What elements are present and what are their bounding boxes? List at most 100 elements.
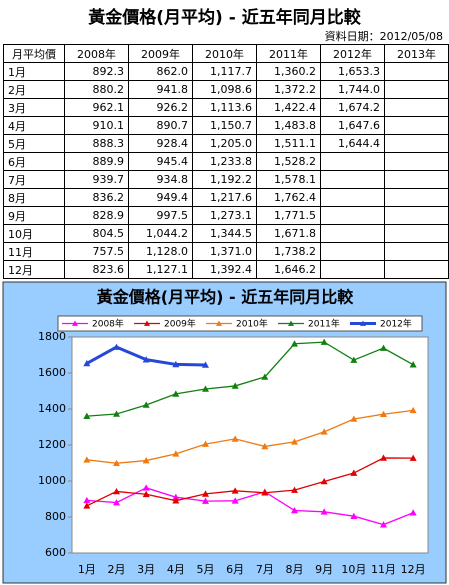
- x-tick-label: 4月: [167, 563, 185, 576]
- data-point: [113, 499, 120, 506]
- table-cell: [384, 62, 449, 81]
- table-cell: [384, 98, 449, 117]
- data-point: [83, 456, 91, 463]
- legend-label: 2011年: [308, 318, 340, 330]
- table-cell: 1,273.1: [192, 206, 257, 225]
- table-cell: 2009年: [128, 44, 193, 63]
- table-row: 4月 910.1 890.7 1,150.7 1,483.8 1,647.6: [3, 116, 449, 135]
- data-point: [320, 508, 328, 515]
- data-point: [320, 477, 328, 485]
- table-cell: 1月: [3, 62, 65, 81]
- table-row: 月平均價 2008年 2009年 2010年 2011年 2012年 2013年: [3, 44, 449, 63]
- table-cell: 962.1: [64, 98, 129, 117]
- table-cell: 1,744.0: [320, 80, 385, 99]
- table-cell: 10月: [3, 224, 65, 243]
- table-row: 8月 836.2 949.4 1,217.6 1,762.4: [3, 188, 449, 207]
- table-row: 1月 892.3 862.0 1,117.7 1,360.2 1,653.3: [3, 62, 449, 81]
- table-cell: 1,578.1: [256, 170, 321, 189]
- x-tick-label: 8月: [286, 563, 304, 576]
- y-tick-label: 600: [45, 546, 66, 559]
- data-point: [113, 487, 120, 495]
- table-cell: 2012年: [320, 44, 385, 63]
- data-point: [291, 486, 298, 493]
- table-cell: 1,127.1: [128, 260, 193, 279]
- table-cell: 9月: [3, 206, 65, 225]
- legend-label: 2008年: [92, 318, 124, 330]
- data-point: [83, 412, 91, 419]
- table-cell: 1,671.8: [256, 224, 321, 243]
- data-point: [409, 361, 417, 368]
- legend-marker: [360, 320, 366, 326]
- legend-label: 2009年: [164, 318, 196, 330]
- x-tick-label: 6月: [226, 563, 244, 576]
- data-point: [231, 487, 239, 494]
- legend-marker: [288, 320, 294, 326]
- data-point: [231, 435, 239, 442]
- data-point: [113, 343, 120, 350]
- table-cell: 2013年: [384, 44, 449, 63]
- data-point: [291, 438, 298, 445]
- data-point: [261, 489, 269, 496]
- table-cell: 2月: [3, 80, 65, 99]
- table-cell: 5月: [3, 134, 65, 153]
- legend-marker: [144, 320, 150, 326]
- data-point: [142, 457, 150, 464]
- table-cell: 1,511.1: [256, 134, 321, 153]
- data-date: 資料日期：2012/05/08: [324, 30, 443, 43]
- data-point: [142, 356, 150, 363]
- table-row: 11月 757.5 1,128.0 1,371.0 1,738.2: [3, 242, 449, 261]
- table-cell: [384, 188, 449, 207]
- data-point: [83, 502, 91, 509]
- x-tick-label: 9月: [315, 563, 333, 576]
- legend-label: 2010年: [236, 318, 268, 330]
- table-cell: 926.2: [128, 98, 193, 117]
- table-cell: 910.1: [64, 116, 129, 135]
- table-cell: [384, 80, 449, 99]
- legend-marker: [216, 320, 222, 326]
- data-point: [409, 406, 417, 414]
- table-cell: 934.8: [128, 170, 193, 189]
- table-cell: [320, 188, 385, 207]
- table-cell: [320, 260, 385, 279]
- table-cell: 823.6: [64, 260, 129, 279]
- data-point: [409, 454, 417, 461]
- table-cell: 2011年: [256, 44, 321, 63]
- data-point: [350, 356, 358, 363]
- table-cell: 1,372.2: [256, 80, 321, 99]
- y-tick-label: 1600: [38, 366, 66, 379]
- y-tick-label: 1800: [38, 330, 66, 343]
- table-cell: [384, 116, 449, 135]
- y-tick-label: 1400: [38, 402, 66, 415]
- x-tick-label: 2月: [108, 563, 126, 576]
- table-cell: 941.8: [128, 80, 193, 99]
- data-point: [380, 344, 387, 351]
- data-point: [261, 442, 269, 450]
- table-cell: 1,647.6: [320, 116, 385, 135]
- table-cell: 1,762.4: [256, 188, 321, 207]
- table-cell: [384, 242, 449, 261]
- table-cell: 880.2: [64, 80, 129, 99]
- table-cell: [320, 206, 385, 225]
- x-tick-label: 10月: [341, 563, 366, 576]
- data-point: [202, 440, 209, 447]
- table-cell: [384, 224, 449, 243]
- y-tick-label: 1000: [38, 474, 66, 487]
- table-cell: [384, 134, 449, 153]
- data-point: [350, 469, 358, 476]
- table-cell: 1,217.6: [192, 188, 257, 207]
- data-point: [291, 506, 298, 514]
- table-cell: 928.4: [128, 134, 193, 153]
- table-row: 12月 823.6 1,127.1 1,392.4 1,646.2: [3, 260, 449, 279]
- data-point: [261, 373, 269, 380]
- table-cell: [320, 224, 385, 243]
- data-point: [172, 360, 180, 368]
- series-line: [86, 341, 414, 417]
- table-cell: 828.9: [64, 206, 129, 225]
- table-cell: [320, 242, 385, 261]
- legend-label: 2012年: [380, 318, 412, 330]
- data-point: [380, 521, 387, 528]
- legend-marker: [72, 320, 78, 326]
- table-cell: 1,360.2: [256, 62, 321, 81]
- table-cell: 1,738.2: [256, 242, 321, 261]
- data-point: [380, 410, 387, 418]
